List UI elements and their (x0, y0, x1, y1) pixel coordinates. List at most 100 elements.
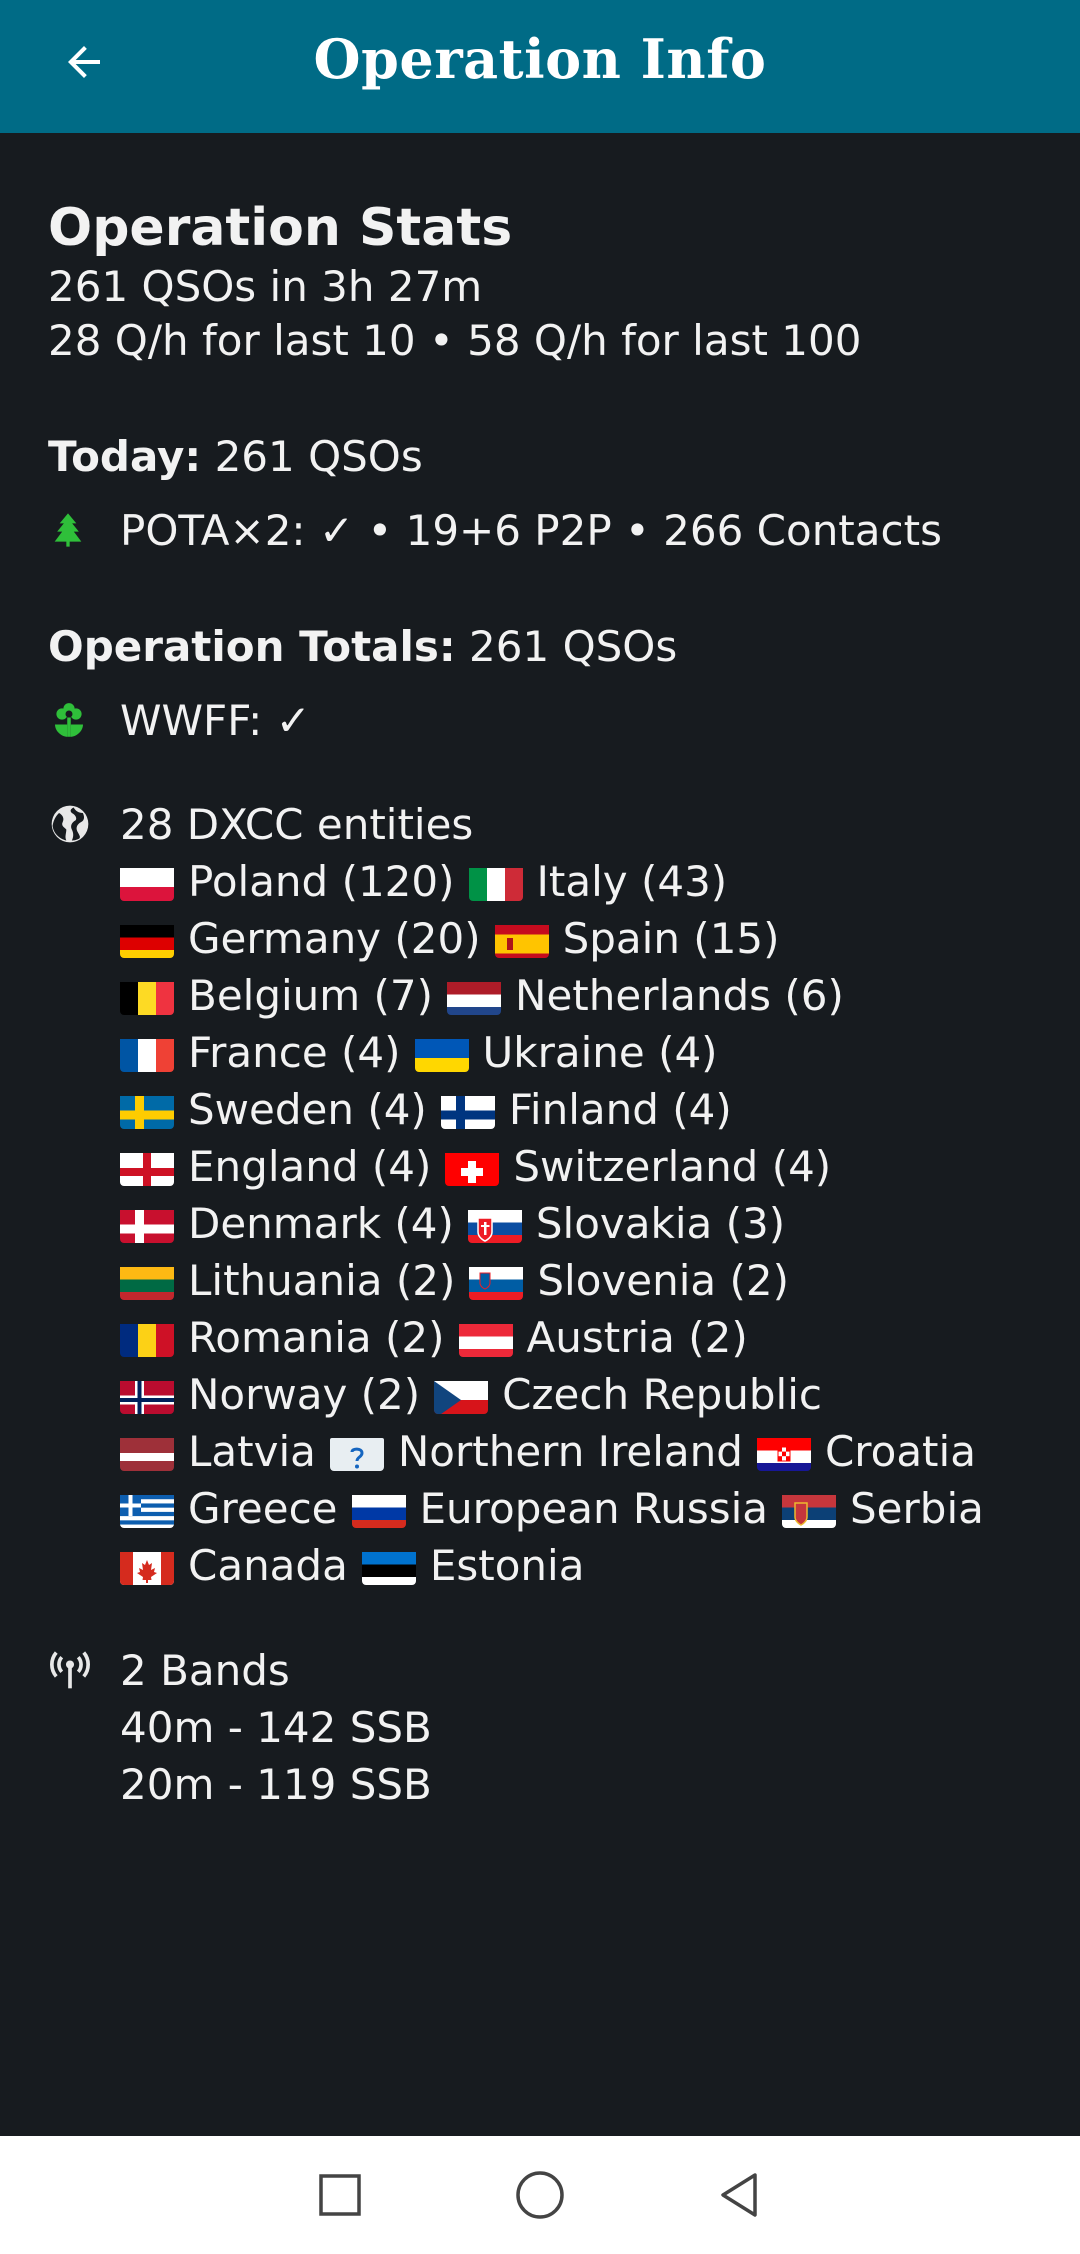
band-item: 20m - 119 SSB (120, 1760, 432, 1809)
home-button[interactable] (500, 2155, 580, 2235)
dxcc-entity-label: Belgium (7) (188, 971, 434, 1020)
dxcc-entity-label: Italy (43) (536, 857, 728, 906)
dxcc-entity: Austria (2) (458, 1313, 748, 1362)
dxcc-list: 28 DXCC entities Poland (120) Italy (43) G… (120, 796, 998, 1594)
flag-nl-icon (447, 977, 502, 1015)
dxcc-section: 28 DXCC entities Poland (120) Italy (43) G… (48, 796, 1048, 1594)
bands-count: 2 Bands (120, 1646, 290, 1695)
app-bar: Operation Info (0, 0, 1080, 133)
dxcc-line: Sweden (4) Finland (4) (120, 1081, 998, 1138)
dxcc-line: Germany (20) Spain (15) (120, 910, 998, 967)
flag-unknown-icon (329, 1433, 384, 1471)
recents-button[interactable] (300, 2155, 380, 2235)
dxcc-entity: Italy (43) (468, 857, 728, 906)
dxcc-entity: Denmark (4) (120, 1199, 454, 1248)
system-back-button[interactable] (700, 2155, 780, 2235)
dxcc-entity: Slovakia (3) (467, 1199, 786, 1248)
dxcc-entity: Estonia (361, 1541, 585, 1590)
flag-it-icon (468, 863, 523, 901)
dxcc-line: Norway (2) Czech Republic (120, 1366, 998, 1423)
dxcc-entity-label: Lithuania (2) (188, 1256, 456, 1305)
totals-label: Operation Totals: (48, 622, 456, 671)
dxcc-entity: Lithuania (2) (120, 1256, 455, 1305)
dxcc-entity-label: Finland (4) (508, 1085, 732, 1134)
flag-ch-icon (445, 1148, 500, 1186)
dxcc-entity: Greece (120, 1484, 338, 1533)
dxcc-entity-label: Ukraine (4) (482, 1028, 718, 1077)
flag-ru-icon (351, 1490, 406, 1528)
flower-icon (55, 703, 83, 737)
stats-title: Operation Stats (48, 198, 513, 258)
dxcc-entity: Northern Ireland (329, 1427, 743, 1476)
dxcc-entity-label: Czech Republic (502, 1370, 822, 1419)
dxcc-entity-label: Latvia (188, 1427, 316, 1476)
tree-icon (54, 513, 82, 547)
dxcc-count: 28 DXCC entities (120, 800, 474, 849)
stats-summary: 261 QSOs in 3h 27m (48, 262, 483, 311)
pota-summary: POTA×2: ✓ • 19+6 P2P • 266 Contacts (120, 506, 942, 555)
dxcc-entity: Finland (4) (440, 1085, 732, 1134)
flag-ca-icon (120, 1547, 174, 1585)
flag-fi-icon (440, 1091, 495, 1129)
flag-fr-icon (120, 1034, 174, 1072)
dxcc-entity-lines: Poland (120) Italy (43) Germany (20) Spain … (120, 853, 998, 1594)
dxcc-entity: Ukraine (4) (414, 1028, 718, 1077)
dxcc-entity: Norway (2) (120, 1370, 420, 1419)
dxcc-entity-label: Netherlands (6) (515, 971, 844, 1020)
dxcc-entity-label: Norway (2) (188, 1370, 421, 1419)
dxcc-entity-label: Northern Ireland (397, 1427, 743, 1476)
dxcc-line: Poland (120) Italy (43) (120, 853, 998, 910)
dxcc-entity-label: Croatia (824, 1427, 976, 1476)
flag-hr-icon (756, 1433, 811, 1471)
back-button[interactable] (48, 26, 120, 98)
totals-line: Operation Totals: 261 QSOs (48, 620, 1048, 674)
dxcc-entity: Slovenia (2) (469, 1256, 789, 1305)
totals-value: 261 QSOs (455, 622, 678, 671)
dxcc-entity: Croatia (756, 1427, 976, 1476)
dxcc-line: Lithuania (2) Slovenia (2) (120, 1252, 998, 1309)
today-line: Today: 261 QSOs (48, 430, 1048, 484)
dxcc-entity-label: Austria (2) (526, 1313, 748, 1362)
operation-info-content: Operation Stats 261 QSOs in 3h 27m 28 Q/… (48, 196, 1048, 1813)
dxcc-entity-label: Sweden (4) (188, 1085, 427, 1134)
globe-icon (51, 805, 89, 843)
stats-rate: 28 Q/h for last 10 • 58 Q/h for last 100 (48, 316, 862, 365)
pota-row: POTA×2: ✓ • 19+6 P2P • 266 Contacts (48, 504, 1048, 558)
dxcc-line: England (4) Switzerland (4) (120, 1138, 998, 1195)
dxcc-entity-label: Greece (188, 1484, 338, 1533)
dxcc-entity-label: Spain (15) (562, 914, 780, 963)
dxcc-entity-label: Estonia (429, 1541, 585, 1590)
dxcc-line: France (4) Ukraine (4) (120, 1024, 998, 1081)
dxcc-line: Canada Estonia (120, 1537, 998, 1594)
dxcc-entity: Spain (15) (494, 914, 780, 963)
dxcc-entity: Canada (120, 1541, 348, 1590)
flag-ro-icon (120, 1319, 174, 1357)
flag-ua-icon (414, 1034, 469, 1072)
dxcc-entity-label: Canada (188, 1541, 348, 1590)
dxcc-entity: Germany (20) (120, 914, 481, 963)
dxcc-entity-label: Slovakia (3) (535, 1199, 786, 1248)
page-title: Operation Info (313, 27, 767, 91)
flag-gr-icon (120, 1490, 174, 1528)
dxcc-entity: Serbia (782, 1484, 984, 1533)
dxcc-entity-label: England (4) (188, 1142, 432, 1191)
dxcc-entity: Sweden (4) (120, 1085, 427, 1134)
today-value: 261 QSOs (201, 432, 423, 481)
dxcc-entity-label: France (4) (188, 1028, 401, 1077)
flag-dk-icon (120, 1205, 174, 1243)
dxcc-entity: France (4) (120, 1028, 401, 1077)
antenna-icon (50, 1651, 90, 1689)
dxcc-line: Greece European Russia Serbia (120, 1480, 998, 1537)
flag-rs-icon (782, 1490, 837, 1528)
today-label: Today: (48, 432, 202, 481)
dxcc-entity: Belgium (7) (120, 971, 433, 1020)
bands-section: 2 Bands 40m - 142 SSB 20m - 119 SSB (48, 1642, 1048, 1813)
flag-en-icon (120, 1148, 174, 1186)
flag-es-icon (494, 920, 549, 958)
dxcc-line: Belgium (7) Netherlands (6) (120, 967, 998, 1024)
dxcc-line: Latvia Northern Ireland Croatia (120, 1423, 998, 1480)
band-item: 40m - 142 SSB (120, 1703, 432, 1752)
square-icon (319, 2174, 361, 2216)
dxcc-entity: Netherlands (6) (447, 971, 844, 1020)
dxcc-entity: England (4) (120, 1142, 431, 1191)
